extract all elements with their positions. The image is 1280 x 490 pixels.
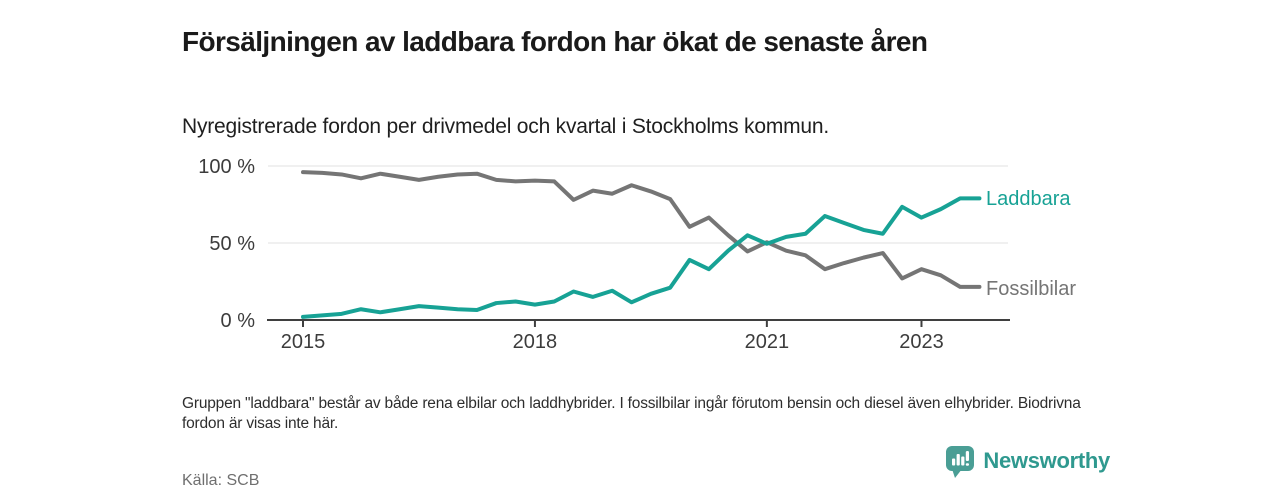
x-tick-label: 2021 [745,331,790,353]
y-tick-label-100: 100 % [198,156,255,178]
series-line-laddbara [301,196,982,319]
series-label-laddbara: Laddbara [986,188,1071,210]
chart-title: Försäljningen av laddbara fordon har öka… [182,25,928,57]
x-tick-label: 2015 [281,331,326,353]
plot-svg: 100 % 50 % 0 % Laddbara Fossilbilar 2015… [198,156,1076,353]
series-line-fossilbilar [301,170,982,289]
y-tick-label-50: 50 % [209,233,255,255]
chart-subtitle: Nyregistrerade fordon per drivmedel och … [182,115,829,138]
footnote: Gruppen "laddbara" består av både rena e… [182,394,1081,432]
line-chart: 100 % 50 % 0 % Laddbara Fossilbilar 2015… [180,146,1120,358]
source-label: Källa: SCB [182,472,260,489]
series-label-fossilbilar: Fossilbilar [986,278,1076,300]
newsworthy-wordmark: Newsworthy [983,448,1110,473]
x-tick-label: 2023 [899,331,944,353]
newsworthy-logo: Newsworthy [945,444,1110,478]
y-tick-label-0: 0 % [221,310,256,332]
newsworthy-logo-icon [946,445,975,478]
page-root: { "header": { "title": "Försäljningen av… [180,25,1120,489]
x-tick-label: 2018 [513,331,558,353]
